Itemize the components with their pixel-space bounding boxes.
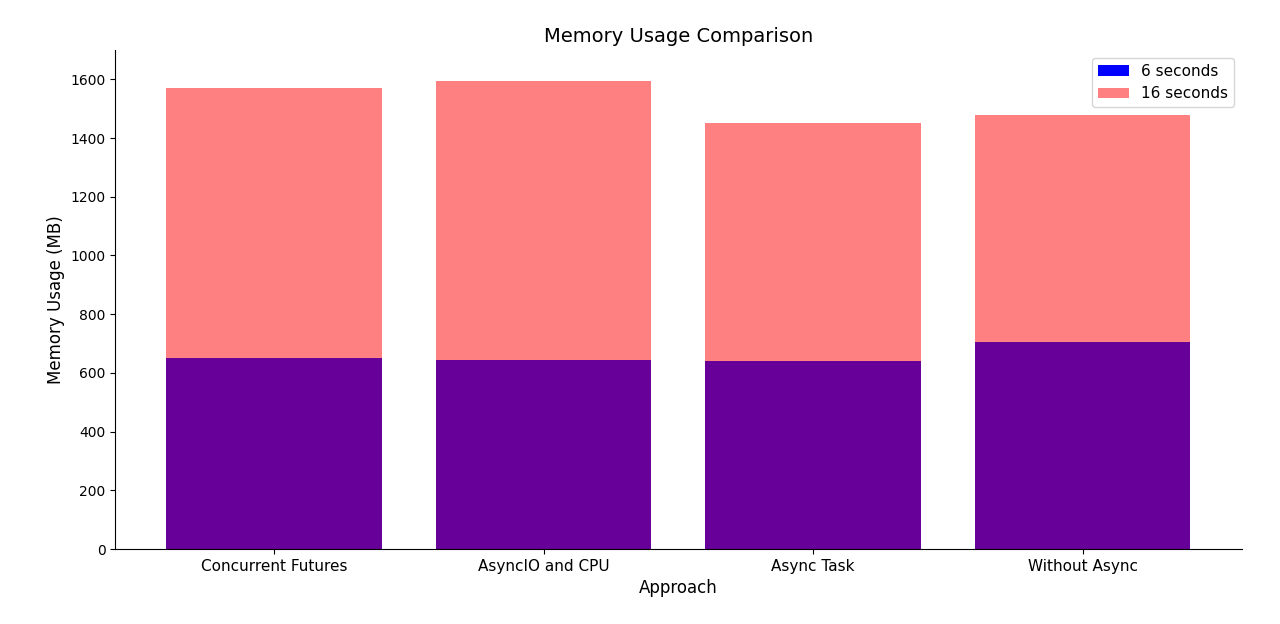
Title: Memory Usage Comparison: Memory Usage Comparison	[544, 27, 813, 46]
Bar	[436, 359, 652, 549]
X-axis label: Approach: Approach	[639, 580, 718, 597]
Bar	[975, 115, 1190, 342]
Bar	[436, 80, 652, 359]
Bar	[705, 361, 920, 549]
Y-axis label: Memory Usage (MB): Memory Usage (MB)	[46, 215, 65, 384]
Bar	[166, 358, 381, 549]
Legend: 6 seconds, 16 seconds: 6 seconds, 16 seconds	[1092, 57, 1234, 107]
Bar	[705, 124, 920, 361]
Bar	[975, 342, 1190, 549]
Bar	[166, 87, 381, 358]
